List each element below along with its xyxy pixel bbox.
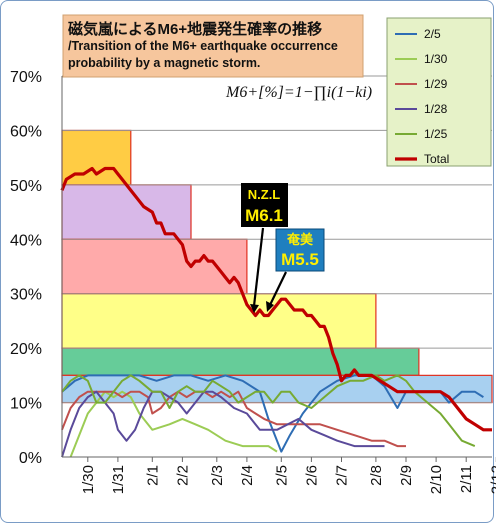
y-tick-label: 60% (10, 123, 42, 140)
annotation-nzl: N.Z.L M6.1 (241, 183, 288, 313)
x-tick-label: 2/12 (488, 465, 496, 494)
annotation-amami-title: 奄美 (286, 232, 314, 247)
annotation-amami-arrowhead (266, 301, 274, 312)
formula: M6+[%]=1−∏i(1−ki) (225, 84, 372, 101)
annotation-amami: 奄美 M5.5 (266, 228, 325, 312)
x-tick-label: 2/8 (368, 465, 385, 486)
x-tick-label: 2/6 (303, 465, 320, 486)
legend-label: 1/30 (424, 52, 448, 66)
y-tick-label: 30% (10, 287, 42, 304)
legend-box (386, 17, 492, 167)
series-line-1-25 (61, 374, 476, 448)
annotation-amami-value: M5.5 (281, 250, 319, 269)
x-tick-label: 2/1 (144, 465, 161, 486)
annotation-amami-box (275, 228, 325, 272)
x-tick-label: 1/31 (110, 465, 127, 494)
band-2 (61, 238, 248, 295)
annotation-nzl-arrow (252, 227, 265, 307)
annotation-nzl-arrowhead (250, 304, 259, 313)
annotation-nzl-value: M6.1 (245, 206, 283, 225)
x-tick-label: 2/2 (174, 465, 191, 486)
annotation-nzl-title: N.Z.L (248, 187, 281, 202)
annotation-amami-arrow (269, 271, 287, 306)
x-tick-label: 2/4 (239, 465, 256, 486)
y-tick-label: 20% (10, 341, 42, 358)
x-tick-label: 1/30 (80, 465, 97, 494)
chart-subtitle: /Transition of the M6+ earthquake occurr… (68, 39, 338, 70)
x-tick-label: 2/7 (334, 465, 351, 486)
legend-label: 2/5 (424, 27, 441, 41)
band-3 (61, 293, 377, 349)
legend-label: 1/29 (424, 77, 448, 91)
x-tick-label: 2/10 (428, 465, 445, 494)
axes: 0% 10% 20% 30% 40% 50% 60% 70% 1/30 1/31 2/1 2/2 2/3… (10, 69, 496, 494)
x-tick-label: 2/5 (273, 465, 290, 486)
x-tick-label: 2/9 (398, 465, 415, 486)
y-tick-label: 70% (10, 69, 42, 86)
y-tick-label: 50% (10, 178, 42, 195)
band-4 (61, 347, 420, 376)
series-line-total (60, 166, 492, 432)
y-tick-label: 40% (10, 232, 42, 249)
subtitle-wrap: /Transition of the M6+ earthquake occurr… (68, 39, 338, 70)
annotation-nzl-box (241, 183, 288, 227)
x-tick-label: 2/11 (458, 465, 475, 493)
legend-label: Total (424, 152, 449, 166)
chart-title: 磁気嵐によるM6+地震発生確率の推移 (68, 20, 322, 38)
legend: 2/5 1/30 1/29 1/28 1/25 Total (386, 17, 492, 167)
title-box: 磁気嵐によるM6+地震発生確率の推移 /Transition of the M6… (62, 14, 364, 78)
legend-label: 1/28 (424, 102, 448, 116)
x-tick-label: 2/3 (209, 465, 226, 486)
series-lines (60, 166, 492, 458)
y-tick-label: 10% (10, 396, 42, 413)
band-1 (61, 184, 192, 240)
legend-label: 1/25 (424, 127, 448, 141)
y-tick-label: 0% (19, 450, 42, 467)
